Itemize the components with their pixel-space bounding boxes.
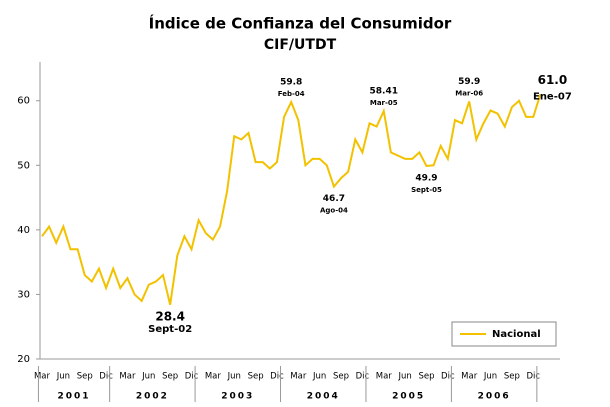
x-tick-label: Mar [205, 372, 222, 382]
point-label: Sept-02 [148, 324, 192, 335]
y-tick-label: 60 [17, 96, 30, 107]
x-tick-label: Dic [185, 372, 199, 382]
x-tick-label: Sep [162, 372, 178, 382]
y-tick-label: 20 [17, 354, 30, 365]
year-label: 2002 [136, 392, 169, 402]
x-tick-label: Jun [56, 372, 70, 382]
point-label: Ago-04 [320, 207, 348, 215]
x-tick-label: Sep [248, 372, 264, 382]
x-tick-label: Dic [526, 372, 540, 382]
x-tick-label: Jun [397, 372, 411, 382]
value-label: 59.9 [458, 77, 480, 87]
point-label: Mar-05 [370, 99, 398, 107]
x-tick-label: Mar [461, 372, 478, 382]
x-tick-label: Jun [141, 372, 155, 382]
year-label: 2003 [221, 392, 254, 402]
value-label: 46.7 [323, 194, 345, 204]
value-label: 61.0 [538, 73, 568, 87]
x-tick-label: Jun [483, 372, 497, 382]
x-tick-label: Jun [227, 372, 241, 382]
x-tick-label: Dic [270, 372, 284, 382]
x-tick-label: Mar [376, 372, 393, 382]
legend-label: Nacional [492, 329, 541, 340]
point-label: Mar-06 [455, 89, 483, 97]
chart-title: Índice de Confianza del Consumidor [149, 14, 452, 33]
x-tick-label: Sep [504, 372, 520, 382]
x-tick-label: Sep [77, 372, 93, 382]
value-label: 49.9 [415, 173, 437, 183]
x-tick-label: Mar [119, 372, 136, 382]
point-label: Feb-04 [278, 90, 305, 98]
x-tick-label: Jun [312, 372, 326, 382]
value-label: 58.41 [370, 87, 398, 97]
x-tick-label: Sep [418, 372, 434, 382]
x-tick-label: Sep [333, 372, 349, 382]
y-tick-label: 50 [17, 160, 30, 171]
x-tick-label: Mar [34, 372, 51, 382]
year-label: 2001 [58, 392, 91, 402]
data-line [41, 93, 542, 305]
value-label: 28.4 [155, 309, 185, 323]
year-label: 2006 [478, 392, 511, 402]
x-tick-label: Mar [290, 372, 307, 382]
chart-subtitle: CIF/UTDT [264, 37, 337, 53]
point-label: Ene-07 [533, 91, 572, 102]
point-label: Sept-05 [411, 186, 442, 194]
value-label: 59.8 [280, 78, 302, 88]
year-label: 2005 [392, 392, 425, 402]
y-tick-label: 30 [17, 289, 30, 300]
x-tick-label: Dic [99, 372, 113, 382]
x-tick-label: Dic [356, 372, 370, 382]
x-tick-label: Dic [441, 372, 455, 382]
year-label: 2004 [307, 392, 340, 402]
y-tick-label: 40 [17, 225, 30, 236]
